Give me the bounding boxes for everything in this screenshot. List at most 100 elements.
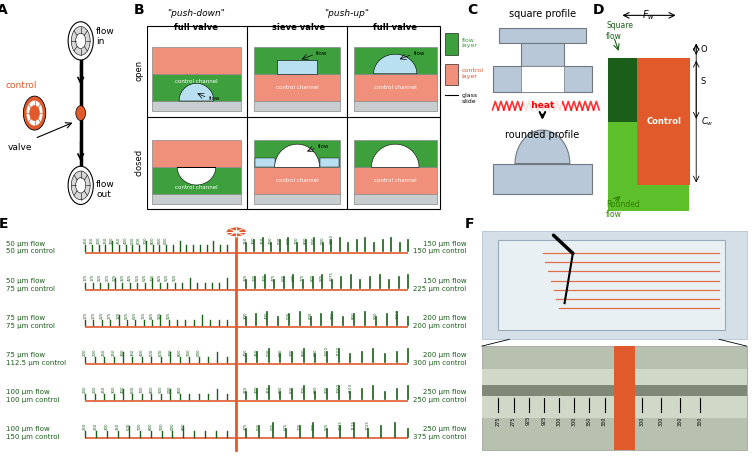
Text: 800: 800 — [352, 311, 356, 319]
Polygon shape — [274, 144, 320, 167]
Text: 1225: 1225 — [366, 420, 370, 430]
Bar — [254, 193, 340, 204]
Text: 900: 900 — [312, 237, 316, 244]
Text: 250: 250 — [102, 385, 106, 393]
Bar — [354, 193, 437, 204]
Text: valve: valve — [8, 143, 33, 152]
Text: 625: 625 — [284, 423, 288, 430]
Text: 250: 250 — [94, 422, 98, 430]
Bar — [445, 64, 458, 85]
Text: Control: Control — [646, 117, 681, 126]
Text: 900: 900 — [325, 385, 329, 393]
Text: 925: 925 — [526, 416, 531, 425]
Text: 425: 425 — [262, 274, 267, 282]
Text: 000: 000 — [321, 237, 324, 244]
Text: 325: 325 — [120, 274, 125, 282]
Text: 300: 300 — [572, 416, 577, 425]
Text: control channel: control channel — [276, 178, 318, 183]
Text: 350: 350 — [678, 416, 683, 425]
Text: 825: 825 — [311, 422, 315, 430]
Bar — [320, 158, 339, 167]
Text: 800: 800 — [149, 422, 153, 430]
Text: 375: 375 — [253, 274, 257, 282]
Text: B: B — [134, 3, 144, 16]
Bar — [255, 158, 274, 167]
Text: 925: 925 — [325, 422, 329, 430]
Text: 000: 000 — [169, 385, 172, 393]
Text: 175: 175 — [83, 274, 87, 282]
Text: control: control — [5, 81, 37, 90]
Text: 775: 775 — [301, 274, 305, 282]
Text: 500: 500 — [287, 311, 291, 319]
Text: glass
slide: glass slide — [462, 93, 478, 104]
Bar — [153, 47, 240, 74]
Text: control
layer: control layer — [462, 69, 484, 79]
Circle shape — [26, 101, 43, 126]
Circle shape — [76, 106, 85, 121]
Text: 250: 250 — [111, 348, 116, 356]
Text: Rounded
flow: Rounded flow — [606, 200, 640, 219]
Text: 800: 800 — [313, 385, 318, 393]
Text: 325: 325 — [243, 274, 247, 282]
Text: flow
layer: flow layer — [462, 37, 478, 48]
Text: 100 μm flow
100 μm control: 100 μm flow 100 μm control — [6, 389, 60, 403]
Bar — [482, 369, 747, 419]
Text: 475: 475 — [272, 274, 276, 282]
Text: closed: closed — [135, 149, 144, 175]
Text: 75 μm flow
112.5 μm control: 75 μm flow 112.5 μm control — [6, 352, 67, 366]
Text: $F_w$: $F_w$ — [643, 8, 655, 22]
Text: 975: 975 — [320, 274, 324, 282]
Text: 800: 800 — [178, 348, 181, 356]
Circle shape — [76, 33, 85, 48]
Text: 700: 700 — [295, 237, 299, 244]
Text: 800: 800 — [181, 422, 185, 430]
Text: 800: 800 — [303, 237, 308, 244]
Bar — [153, 140, 240, 167]
Text: 200: 200 — [92, 385, 97, 393]
Text: 800: 800 — [302, 348, 305, 356]
Bar — [482, 346, 747, 450]
Text: 400: 400 — [269, 237, 273, 244]
Circle shape — [68, 166, 93, 204]
Text: A: A — [0, 3, 8, 16]
Text: 925: 925 — [166, 311, 171, 319]
Text: 50 μm flow
75 μm control: 50 μm flow 75 μm control — [6, 278, 55, 292]
Text: 475: 475 — [243, 422, 247, 430]
Text: D: D — [593, 3, 605, 16]
Text: 900: 900 — [160, 422, 163, 430]
Bar — [637, 58, 690, 186]
Text: 350: 350 — [116, 422, 120, 430]
Text: 500: 500 — [150, 348, 153, 356]
Text: F: F — [465, 217, 475, 231]
Text: 825: 825 — [150, 311, 154, 319]
Bar — [254, 167, 340, 195]
Text: 300: 300 — [111, 385, 116, 393]
Bar — [254, 140, 340, 167]
Text: 725: 725 — [298, 422, 302, 430]
Text: 900: 900 — [157, 237, 162, 244]
Text: open: open — [135, 60, 144, 81]
Circle shape — [29, 106, 39, 121]
Bar — [153, 167, 240, 195]
Text: 275: 275 — [511, 416, 516, 425]
Text: 700: 700 — [144, 237, 148, 244]
Text: 575: 575 — [271, 423, 274, 430]
Text: S: S — [701, 77, 706, 86]
Text: 925: 925 — [158, 311, 163, 319]
Text: control channel: control channel — [374, 178, 417, 183]
Text: "push-up": "push-up" — [324, 9, 370, 18]
Text: heat: heat — [525, 101, 560, 110]
Text: 350: 350 — [261, 237, 265, 244]
Text: 000: 000 — [197, 348, 200, 356]
Text: flow: flow — [209, 96, 220, 101]
Bar — [482, 231, 747, 339]
Text: 300: 300 — [121, 348, 125, 356]
Text: 1075: 1075 — [330, 271, 333, 282]
Text: 525: 525 — [125, 311, 129, 319]
Text: 200: 200 — [92, 348, 97, 356]
Text: 150 μm flow
150 μm control: 150 μm flow 150 μm control — [413, 241, 466, 255]
Text: 250 μm flow
250 μm control: 250 μm flow 250 μm control — [413, 389, 466, 403]
Text: 925: 925 — [166, 274, 169, 282]
Polygon shape — [515, 130, 570, 164]
Bar — [354, 167, 437, 195]
